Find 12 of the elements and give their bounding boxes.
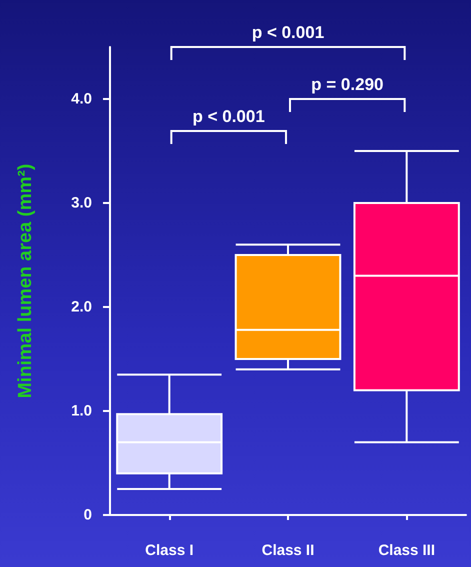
annotation: p = 0.290 xyxy=(311,75,384,95)
text: p < 0.001 xyxy=(252,23,324,43)
x-tick-label: Class II xyxy=(262,542,314,559)
y-tick-label: 4.0 xyxy=(71,90,92,108)
x-tick-label: Class I xyxy=(145,542,194,559)
y-tick-label: 1.0 xyxy=(71,402,92,420)
x-tick-label: Class III xyxy=(378,542,436,559)
y-tick-label: 0 xyxy=(84,506,92,524)
y-tick-label: 3.0 xyxy=(71,194,92,212)
y-tick-label: 2.0 xyxy=(71,298,92,316)
y-axis-title: Minimal lumen area (mm²) xyxy=(15,164,36,398)
annotation: p < 0.001 xyxy=(192,107,265,127)
